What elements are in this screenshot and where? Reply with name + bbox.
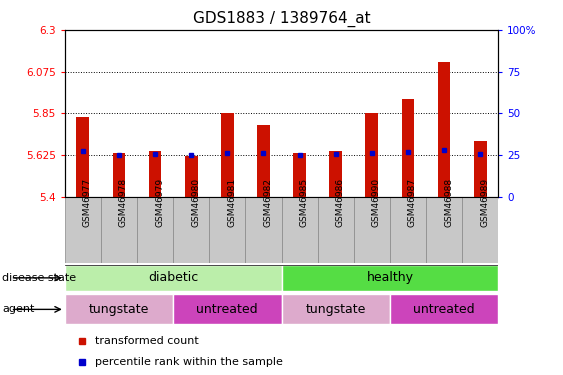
Bar bbox=[282, 265, 498, 291]
Text: agent: agent bbox=[2, 304, 35, 314]
Bar bbox=[365, 114, 378, 197]
Bar bbox=[390, 197, 426, 262]
Bar bbox=[65, 197, 101, 262]
Bar bbox=[209, 197, 245, 262]
Text: GSM46977: GSM46977 bbox=[83, 178, 92, 226]
Text: transformed count: transformed count bbox=[95, 336, 199, 346]
Bar bbox=[257, 124, 270, 197]
Text: GSM46989: GSM46989 bbox=[480, 178, 489, 226]
Bar bbox=[318, 197, 354, 262]
Bar bbox=[101, 197, 137, 262]
Bar bbox=[221, 112, 234, 197]
Text: GSM46980: GSM46980 bbox=[191, 178, 200, 226]
Text: GSM46978: GSM46978 bbox=[119, 178, 128, 226]
Bar bbox=[354, 197, 390, 262]
Bar bbox=[185, 156, 198, 197]
Text: untreated: untreated bbox=[413, 303, 475, 316]
Bar bbox=[438, 62, 450, 197]
Bar bbox=[282, 294, 390, 324]
Bar bbox=[149, 152, 162, 197]
Bar bbox=[65, 265, 282, 291]
Text: GSM46988: GSM46988 bbox=[444, 178, 453, 226]
Bar bbox=[390, 294, 498, 324]
Bar bbox=[77, 117, 89, 197]
Text: healthy: healthy bbox=[367, 272, 413, 284]
Bar bbox=[137, 197, 173, 262]
Bar bbox=[426, 197, 462, 262]
Bar bbox=[282, 197, 318, 262]
Bar bbox=[401, 99, 414, 197]
Text: GSM46990: GSM46990 bbox=[372, 178, 381, 226]
Text: tungstate: tungstate bbox=[89, 303, 149, 316]
Text: disease state: disease state bbox=[2, 273, 77, 283]
Bar bbox=[474, 141, 486, 197]
Text: diabetic: diabetic bbox=[148, 272, 198, 284]
Text: GSM46986: GSM46986 bbox=[336, 178, 345, 226]
Bar bbox=[293, 153, 306, 197]
Text: GSM46979: GSM46979 bbox=[155, 178, 164, 226]
Text: GSM46985: GSM46985 bbox=[300, 178, 309, 226]
Text: GSM46981: GSM46981 bbox=[227, 178, 236, 226]
Bar bbox=[462, 197, 498, 262]
Text: GSM46982: GSM46982 bbox=[263, 178, 272, 226]
Text: GSM46987: GSM46987 bbox=[408, 178, 417, 226]
Bar bbox=[113, 153, 125, 197]
Bar bbox=[173, 294, 282, 324]
Text: tungstate: tungstate bbox=[306, 303, 366, 316]
Text: untreated: untreated bbox=[196, 303, 258, 316]
Bar bbox=[329, 152, 342, 197]
Bar bbox=[65, 294, 173, 324]
Bar bbox=[173, 197, 209, 262]
Bar bbox=[245, 197, 282, 262]
Title: GDS1883 / 1389764_at: GDS1883 / 1389764_at bbox=[193, 11, 370, 27]
Text: percentile rank within the sample: percentile rank within the sample bbox=[95, 357, 283, 367]
